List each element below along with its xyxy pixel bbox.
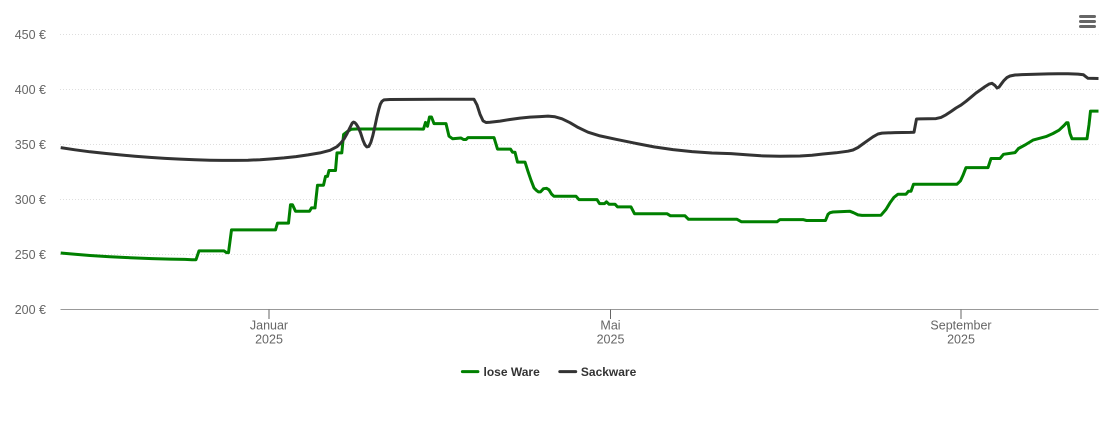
svg-text:350 €: 350 € xyxy=(15,138,46,152)
svg-text:lose Ware: lose Ware xyxy=(484,365,541,379)
svg-text:300 €: 300 € xyxy=(15,193,46,207)
svg-text:Mai: Mai xyxy=(600,319,620,333)
svg-text:2025: 2025 xyxy=(255,333,283,347)
svg-text:Sackware: Sackware xyxy=(581,365,637,379)
svg-text:2025: 2025 xyxy=(947,333,975,347)
svg-text:September: September xyxy=(930,319,991,333)
svg-text:450 €: 450 € xyxy=(15,28,46,42)
svg-text:Januar: Januar xyxy=(250,319,288,333)
svg-text:400 €: 400 € xyxy=(15,83,46,97)
svg-text:2025: 2025 xyxy=(597,333,625,347)
svg-text:250 €: 250 € xyxy=(15,248,46,262)
svg-text:200 €: 200 € xyxy=(15,303,46,317)
